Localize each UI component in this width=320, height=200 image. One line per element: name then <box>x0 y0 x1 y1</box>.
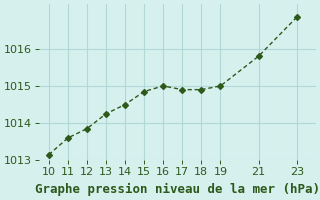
X-axis label: Graphe pression niveau de la mer (hPa): Graphe pression niveau de la mer (hPa) <box>35 183 320 196</box>
